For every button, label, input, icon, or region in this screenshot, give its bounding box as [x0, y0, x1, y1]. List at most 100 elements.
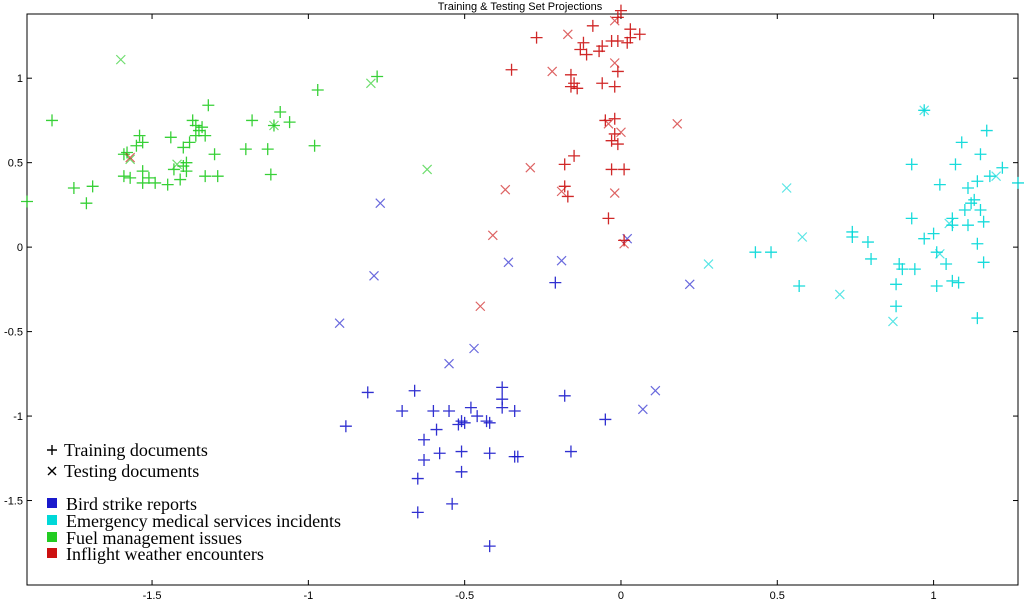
- training-point-fuel-management-issues: [211, 170, 224, 183]
- testing-point-emergency-medical-services-incidents: [944, 218, 955, 229]
- training-point-bird-strike-reports: [549, 276, 562, 289]
- legend-training-label: Training documents: [64, 440, 208, 460]
- y-tick-label: -1.5: [4, 496, 23, 508]
- training-point-inflight-weather-encounters: [505, 63, 518, 76]
- training-point-fuel-management-issues: [180, 165, 193, 178]
- training-point-emergency-medical-services-incidents: [918, 232, 931, 245]
- training-point-inflight-weather-encounters: [561, 190, 574, 203]
- training-point-fuel-management-issues: [117, 170, 130, 183]
- training-point-fuel-management-issues: [192, 124, 205, 137]
- training-point-inflight-weather-encounters: [611, 35, 624, 48]
- testing-point-bird-strike-reports: [650, 385, 661, 396]
- training-point-bird-strike-reports: [418, 453, 431, 466]
- y-tick-label: 1: [17, 73, 23, 85]
- legend-fuel: Fuel management issues: [47, 528, 242, 548]
- training-point-fuel-management-issues: [202, 99, 215, 112]
- training-point-emergency-medical-services-incidents: [961, 182, 974, 195]
- training-point-emergency-medical-services-incidents: [961, 219, 974, 232]
- training-point-emergency-medical-services-incidents: [965, 197, 978, 210]
- testing-point-bird-strike-reports: [684, 279, 695, 290]
- training-point-emergency-medical-services-incidents: [946, 274, 959, 287]
- training-point-inflight-weather-encounters: [608, 80, 621, 93]
- training-point-emergency-medical-services-incidents: [890, 300, 903, 313]
- testing-point-inflight-weather-encounters: [547, 66, 558, 77]
- training-point-emergency-medical-services-incidents: [952, 276, 965, 289]
- legend-testing-label: Testing documents: [64, 461, 199, 481]
- training-point-fuel-management-issues: [186, 114, 199, 127]
- training-point-inflight-weather-encounters: [568, 149, 581, 162]
- training-point-inflight-weather-encounters: [564, 80, 577, 93]
- training-point-bird-strike-reports: [508, 450, 521, 463]
- training-point-inflight-weather-encounters: [621, 36, 634, 49]
- training-point-emergency-medical-services-incidents: [971, 237, 984, 250]
- training-point-fuel-management-issues: [239, 143, 252, 156]
- training-point-emergency-medical-services-incidents: [974, 203, 987, 216]
- training-point-fuel-management-issues: [21, 195, 33, 208]
- training-point-emergency-medical-services-incidents: [958, 203, 971, 216]
- testing-point-inflight-weather-encounters: [475, 301, 486, 312]
- training-point-fuel-management-issues: [117, 148, 130, 161]
- training-point-fuel-management-issues: [199, 129, 212, 142]
- training-point-bird-strike-reports: [508, 404, 521, 417]
- training-point-bird-strike-reports: [496, 381, 509, 394]
- testing-point-emergency-medical-services-incidents: [797, 232, 808, 242]
- training-point-emergency-medical-services-incidents: [933, 178, 946, 191]
- x-tick-label: -0.5: [455, 590, 474, 602]
- training-point-fuel-management-issues: [133, 129, 146, 142]
- training-point-bird-strike-reports: [411, 472, 424, 485]
- testing-point-inflight-weather-encounters: [609, 188, 620, 198]
- training-point-fuel-management-issues: [196, 121, 209, 134]
- training-point-fuel-management-issues: [149, 176, 162, 189]
- training-point-inflight-weather-encounters: [571, 82, 584, 95]
- training-point-inflight-weather-encounters: [593, 45, 606, 58]
- legend-ems-label: Emergency medical services incidents: [66, 511, 341, 531]
- legend-swatch-fuel: [47, 532, 57, 542]
- testing-point-inflight-weather-encounters: [500, 184, 511, 195]
- training-point-emergency-medical-services-incidents: [749, 246, 762, 259]
- legend-weather-label: Inflight weather encounters: [66, 544, 264, 564]
- training-point-bird-strike-reports: [558, 389, 571, 402]
- training-point-inflight-weather-encounters: [611, 65, 624, 78]
- testing-point-inflight-weather-encounters: [609, 15, 620, 26]
- y-tick-label: -0.5: [4, 327, 23, 339]
- legend-swatch-bird-strike: [47, 498, 57, 508]
- testing-point-emergency-medical-services-incidents: [703, 259, 714, 269]
- x-tick-label: 1: [931, 590, 937, 602]
- training-point-fuel-management-issues: [311, 84, 324, 97]
- testing-point-emergency-medical-services-incidents: [991, 171, 1002, 182]
- testing-point-inflight-weather-encounters: [487, 230, 498, 241]
- training-point-inflight-weather-encounters: [611, 138, 624, 151]
- training-point-bird-strike-reports: [464, 401, 477, 414]
- training-point-bird-strike-reports: [564, 445, 577, 458]
- testing-point-fuel-management-issues: [115, 54, 126, 65]
- testing-point-bird-strike-reports: [637, 404, 648, 415]
- training-point-bird-strike-reports: [443, 404, 456, 417]
- training-point-emergency-medical-services-incidents: [927, 227, 940, 240]
- testing-point-inflight-weather-encounters: [556, 186, 567, 197]
- testing-point-emergency-medical-services-incidents: [888, 316, 898, 327]
- plot-frame: [26, 13, 1019, 586]
- training-point-bird-strike-reports: [427, 404, 440, 417]
- testing-point-bird-strike-reports: [375, 198, 386, 209]
- training-point-bird-strike-reports: [455, 445, 468, 458]
- testing-point-emergency-medical-services-incidents: [934, 248, 945, 259]
- training-point-bird-strike-reports: [471, 410, 484, 423]
- training-point-bird-strike-reports: [408, 384, 421, 397]
- legend-testing: Testing documents: [47, 461, 199, 481]
- training-point-emergency-medical-services-incidents: [996, 161, 1009, 174]
- testing-point-emergency-medical-services-incidents: [781, 183, 792, 193]
- training-point-bird-strike-reports: [458, 416, 471, 429]
- testing-point-inflight-weather-encounters: [672, 118, 683, 129]
- testing-point-inflight-weather-encounters: [616, 127, 626, 138]
- training-point-emergency-medical-services-incidents: [893, 258, 906, 271]
- training-point-inflight-weather-encounters: [633, 28, 646, 41]
- training-point-inflight-weather-encounters: [596, 77, 609, 90]
- x-tick-label: 0: [618, 590, 624, 602]
- testing-point-inflight-weather-encounters: [603, 118, 614, 129]
- testing-point-bird-strike-reports: [556, 255, 567, 266]
- training-point-inflight-weather-encounters: [577, 36, 590, 49]
- y-tick-label: 0.5: [8, 158, 23, 170]
- y-tick-label: -1: [13, 411, 23, 423]
- training-point-fuel-management-issues: [264, 168, 277, 181]
